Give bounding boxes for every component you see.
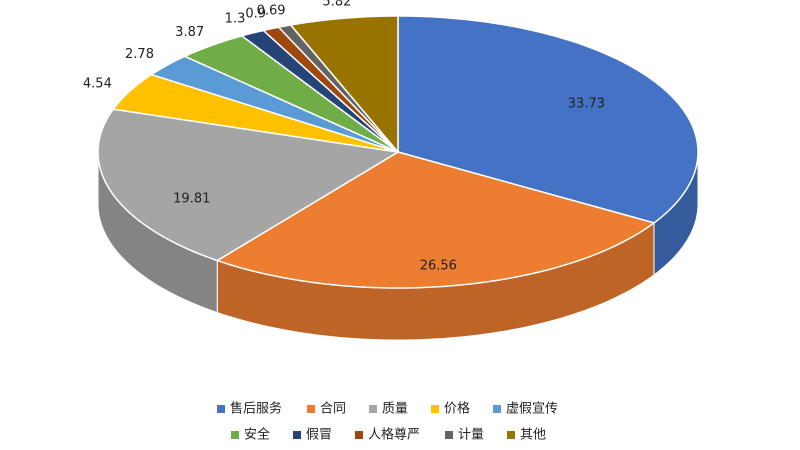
slice	[149, 55, 399, 153]
data-label: 33.73	[568, 97, 605, 112]
data-label: 1.3	[225, 11, 246, 26]
slice	[397, 15, 699, 224]
data-label: 4.54	[83, 76, 112, 91]
legend-label: 假冒	[306, 428, 332, 443]
legend-swatch	[369, 405, 377, 413]
slice	[182, 35, 399, 153]
legend-label: 合同	[320, 402, 346, 417]
legend-swatch	[307, 405, 315, 413]
legend-swatch	[355, 431, 363, 439]
legend-label: 安全	[244, 427, 270, 443]
legend-swatch	[445, 431, 453, 439]
data-label: 19.81	[173, 192, 210, 207]
legend-swatch	[231, 431, 239, 439]
legend-label: 质量	[382, 402, 408, 417]
legend-label: 计量	[458, 428, 484, 443]
slice	[111, 73, 399, 153]
legend-label: 其他	[520, 428, 546, 443]
legend-swatch	[293, 431, 301, 439]
legend-label: 价格	[444, 401, 470, 417]
legend-label: 人格尊严	[368, 427, 420, 443]
legend-swatch	[431, 405, 439, 413]
data-label: 3.87	[175, 25, 204, 40]
data-label: 5.82	[322, 0, 351, 10]
data-label: 0.9	[245, 7, 266, 22]
slice	[97, 108, 401, 262]
data-label: 0.69	[257, 3, 286, 18]
legend-swatch	[493, 405, 501, 413]
data-label: 26.56	[420, 259, 457, 274]
legend-label: 虚假宣传	[506, 401, 558, 417]
slice	[289, 15, 399, 155]
data-label: 2.78	[125, 47, 154, 62]
slice	[215, 151, 656, 289]
legend-swatch	[507, 431, 515, 439]
legend-label: 售后服务	[230, 401, 282, 417]
legend-swatch	[217, 405, 225, 413]
